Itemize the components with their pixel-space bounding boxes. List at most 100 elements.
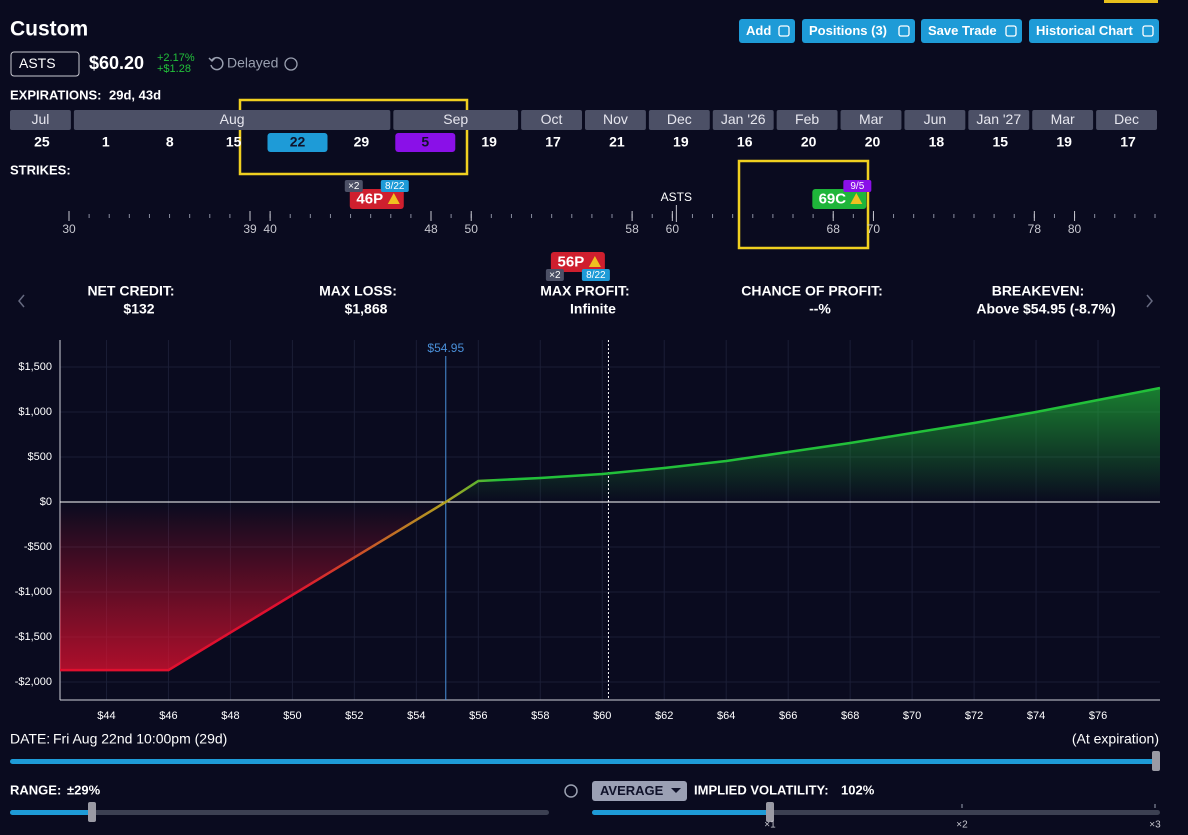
button-icon — [1142, 25, 1154, 37]
month-tab[interactable] — [585, 110, 646, 130]
range-track[interactable] — [10, 810, 549, 815]
y-tick-label: -$1,500 — [15, 631, 52, 643]
day-label[interactable]: 25 — [34, 134, 50, 150]
month-tab[interactable] — [968, 110, 1030, 130]
stat-label: BREAKEVEN: — [992, 283, 1085, 299]
month-tab[interactable] — [521, 110, 582, 130]
date-slider[interactable] — [10, 759, 1156, 764]
nav-right[interactable] — [1146, 294, 1153, 308]
strike-label: 50 — [465, 222, 479, 236]
mode-value[interactable]: AVERAGE — [600, 783, 664, 798]
button[interactable] — [1029, 19, 1159, 43]
leg-exp: 8/22 — [385, 181, 405, 192]
day-label[interactable]: 18 — [929, 134, 945, 150]
month-tab[interactable] — [648, 110, 710, 130]
button-label[interactable]: Positions (3) — [809, 23, 887, 38]
warning-icon — [387, 193, 400, 204]
x-tick-label: $60 — [593, 710, 611, 722]
leg-label[interactable]: 46P — [356, 190, 383, 207]
day-label[interactable]: 1 — [102, 134, 110, 150]
day-selected[interactable] — [267, 133, 328, 152]
day-label[interactable]: 17 — [545, 134, 561, 150]
day-selected[interactable] — [395, 133, 456, 152]
y-tick-label: -$500 — [24, 541, 52, 553]
x-tick-label: $70 — [903, 710, 921, 722]
strike-label: 80 — [1068, 222, 1082, 236]
day-label[interactable]: 19 — [481, 134, 497, 150]
month-label: Dec — [667, 111, 692, 127]
strike-label: 40 — [263, 222, 277, 236]
day-label[interactable]: 16 — [737, 134, 753, 150]
day-label[interactable]: 17 — [1120, 134, 1136, 150]
pl-area — [60, 388, 1160, 671]
day-label[interactable]: 15 — [992, 134, 1008, 150]
month-label: Feb — [795, 111, 819, 127]
month-tab[interactable] — [393, 110, 519, 130]
strike-label: 30 — [62, 222, 76, 236]
month-tab[interactable] — [712, 110, 774, 130]
slider-handle[interactable] — [1152, 751, 1160, 771]
strike-label: 58 — [625, 222, 639, 236]
strike-label: 70 — [867, 222, 881, 236]
y-tick-label: -$2,000 — [15, 676, 52, 688]
day-label[interactable]: 20 — [865, 134, 881, 150]
month-tab[interactable] — [840, 110, 902, 130]
exp-badge — [843, 180, 872, 192]
button-label[interactable]: Historical Chart — [1036, 23, 1133, 38]
month-tab[interactable] — [10, 110, 71, 130]
day-label[interactable]: 19 — [673, 134, 689, 150]
day-label[interactable]: 22 — [290, 134, 306, 150]
month-label: Jul — [31, 111, 49, 127]
exp-badge — [380, 180, 409, 192]
button[interactable] — [802, 19, 915, 43]
leg-exp: 8/22 — [586, 270, 606, 281]
refresh-icon[interactable] — [208, 56, 224, 71]
day-label[interactable]: 29 — [354, 134, 370, 150]
x-tick-label: $76 — [1089, 710, 1107, 722]
strike-label: 78 — [1028, 222, 1042, 236]
date-value: Fri Aug 22nd 10:00pm (29d) — [53, 731, 227, 747]
strikes-label: STRIKES: — [10, 162, 71, 177]
nav-left[interactable] — [18, 294, 25, 308]
x-tick-label: $74 — [1027, 710, 1045, 722]
day-label[interactable]: 15 — [226, 134, 242, 150]
stat-label: CHANCE OF PROFIT: — [741, 283, 883, 299]
leg-qty: ×2 — [348, 181, 360, 192]
month-tab[interactable] — [1032, 110, 1094, 130]
leg-label[interactable]: 56P — [558, 253, 585, 270]
x-tick-label: $44 — [97, 710, 115, 722]
leg-label[interactable]: 69C — [819, 190, 847, 207]
y-tick-label: $500 — [28, 451, 52, 463]
month-tab[interactable] — [1096, 110, 1157, 130]
month-tab[interactable] — [73, 110, 391, 130]
breakeven-label: $54.95 — [427, 341, 464, 355]
button-label[interactable]: Add — [746, 23, 771, 38]
warning-icon — [588, 256, 601, 267]
slider-handle[interactable] — [766, 802, 774, 822]
day-label[interactable]: 19 — [1056, 134, 1072, 150]
x-tick-label: $64 — [717, 710, 735, 722]
month-tab[interactable] — [904, 110, 966, 130]
button[interactable] — [739, 19, 795, 43]
x-tick-label: $46 — [159, 710, 177, 722]
month-tab[interactable] — [776, 110, 838, 130]
month-label: Mar — [859, 111, 883, 127]
day-label[interactable]: 20 — [801, 134, 817, 150]
symbol-input[interactable] — [10, 51, 80, 77]
x-tick-label: $48 — [221, 710, 239, 722]
day-label[interactable]: 8 — [166, 134, 174, 150]
top-accent — [1104, 0, 1158, 3]
button[interactable] — [921, 19, 1022, 43]
mode-select[interactable] — [592, 781, 687, 801]
stat-value: Above $54.95 (-8.7%) — [976, 301, 1115, 317]
stat-value: $1,868 — [345, 301, 388, 317]
button-label[interactable]: Save Trade — [928, 23, 997, 38]
day-label[interactable]: 5 — [421, 134, 429, 150]
help-icon[interactable] — [284, 57, 298, 71]
iv-scale-label: ×2 — [956, 820, 968, 831]
expirations-label: EXPIRATIONS: — [10, 87, 102, 102]
day-label[interactable]: 21 — [609, 134, 625, 150]
slider-handle[interactable] — [88, 802, 96, 822]
x-tick-label: $56 — [469, 710, 487, 722]
symbol[interactable]: ASTS — [19, 55, 56, 71]
